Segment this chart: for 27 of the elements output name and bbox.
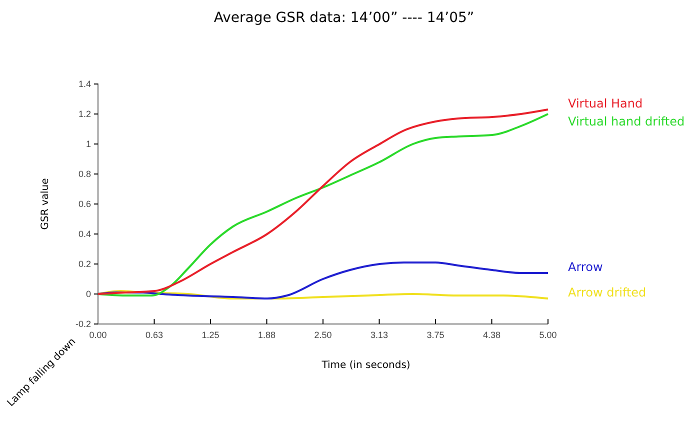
y-tick-label: 0.4 (78, 228, 91, 239)
x-tick-label: 3.75 (426, 330, 444, 340)
series-label: Arrow (568, 260, 603, 274)
y-tick-label: 1.2 (78, 108, 91, 119)
x-tick-label: 5.00 (539, 330, 557, 340)
x-tick-label: 0.00 (89, 330, 107, 340)
x-tick-label: 0.63 (145, 330, 164, 340)
x-tick-label: 1.88 (258, 330, 276, 340)
y-tick-label: 1 (86, 138, 91, 149)
line-series (97, 290, 549, 300)
x-axis-title: Time (in seconds) (320, 360, 410, 371)
y-tick-label: 0.2 (78, 258, 91, 269)
series-label: Arrow drifted (568, 286, 646, 300)
x-tick-label: 3.13 (370, 330, 388, 340)
x-tick-label: 2.50 (314, 330, 332, 340)
series-label: Virtual hand drifted (568, 114, 685, 128)
line-series (97, 262, 549, 300)
x-tick-label: 4.38 (482, 330, 501, 340)
y-tick-label: 0.8 (78, 168, 91, 179)
series-label: Virtual Hand (568, 96, 643, 110)
chart-title: Average GSR data: 14’00” ---- 14’05” (214, 10, 474, 26)
y-tick-label: 0.6 (78, 198, 91, 209)
y-tick-label: 1.4 (78, 78, 91, 89)
y-tick-label: 0 (86, 288, 91, 299)
x-tick-label: 1.25 (202, 330, 220, 340)
y-tick-label: -0.2 (75, 318, 91, 329)
y-axis-title: GSR value (40, 178, 51, 230)
